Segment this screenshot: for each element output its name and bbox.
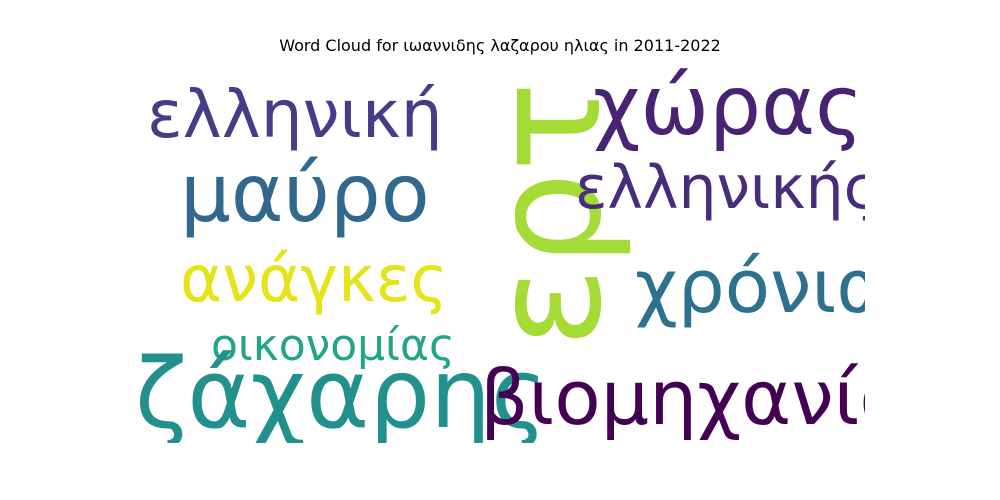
word-mavro: μαύρο xyxy=(180,147,430,240)
word-viomixania: βιομηχανία xyxy=(480,353,865,442)
chart-title: Word Cloud for ιωαννιδης λαζαρου ηλιας i… xyxy=(279,36,721,55)
word-anagkes: ανάγκες xyxy=(180,243,448,317)
word-ellinikis: ελληνικής xyxy=(575,153,865,223)
word-oikonomias: οικονομίας xyxy=(211,320,455,371)
word-elliniki: ελληνική xyxy=(147,76,443,153)
word-xronia: χρόνια xyxy=(635,244,865,330)
word-xoras: χώρας xyxy=(593,68,864,154)
word-cloud: ερτ ελληνική χώρας μαύρο ελληνικής ανάγκ… xyxy=(135,68,865,443)
word-zaxaris: ζάχαρης xyxy=(135,338,548,443)
